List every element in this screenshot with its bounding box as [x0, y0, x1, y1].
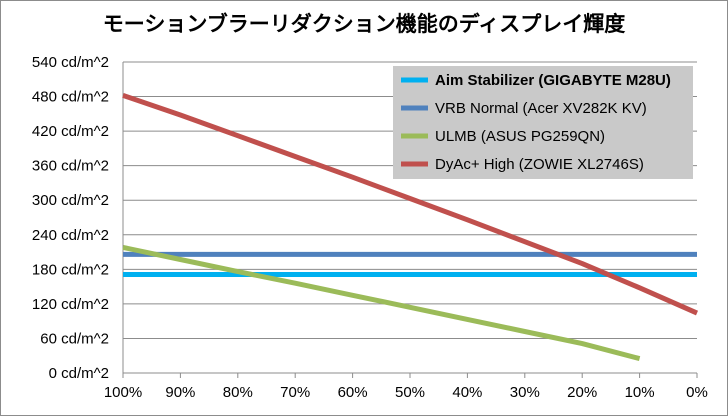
y-tick-label: 360 cd/m^2 — [32, 158, 109, 175]
chart-title: モーションブラーリダクション機能のディスプレイ輝度 — [102, 12, 626, 36]
y-tick-label: 60 cd/m^2 — [40, 330, 109, 347]
y-tick-label: 0 cd/m^2 — [49, 365, 109, 382]
x-tick-label: 90% — [165, 384, 195, 401]
y-tick-label: 300 cd/m^2 — [32, 192, 109, 209]
legend-label: ULMB (ASUS PG259QN) — [435, 128, 605, 145]
y-tick-label: 240 cd/m^2 — [32, 227, 109, 244]
x-tick-label: 50% — [395, 384, 425, 401]
x-tick-label: 0% — [686, 384, 708, 401]
x-tick-label: 10% — [625, 384, 655, 401]
x-tick-label: 100% — [104, 384, 142, 401]
x-tick-label: 30% — [510, 384, 540, 401]
series-line-4 — [122, 93, 699, 316]
y-tick-label: 540 cd/m^2 — [32, 54, 109, 71]
y-tick-label: 420 cd/m^2 — [32, 123, 109, 140]
legend-label: VRB Normal (Acer XV282K KV) — [435, 100, 647, 117]
legend-label: DyAc+ High (ZOWIE XL2746S) — [435, 156, 644, 173]
y-tick-label: 120 cd/m^2 — [32, 296, 109, 313]
y-tick-label: 480 cd/m^2 — [32, 89, 109, 106]
x-tick-label: 80% — [223, 384, 253, 401]
y-tick-label: 180 cd/m^2 — [32, 261, 109, 278]
legend-label: Aim Stabilizer (GIGABYTE M28U) — [435, 72, 671, 89]
x-tick-label: 60% — [338, 384, 368, 401]
x-tick-label: 70% — [280, 384, 310, 401]
x-tick-label: 40% — [452, 384, 482, 401]
series-line-3 — [122, 244, 641, 362]
legend-box — [393, 66, 693, 179]
x-tick-label: 20% — [567, 384, 597, 401]
